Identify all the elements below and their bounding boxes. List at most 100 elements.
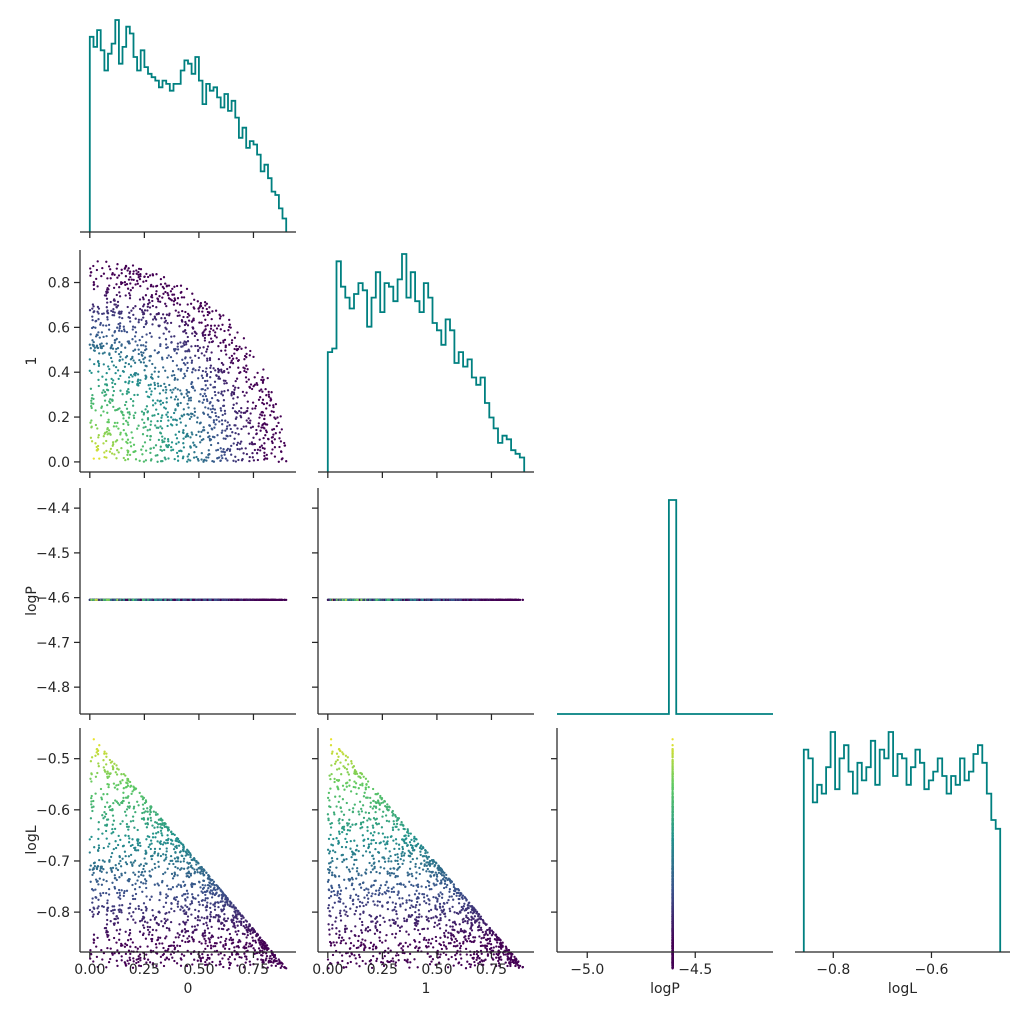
scatter-point [173, 457, 176, 461]
scatter-point [232, 459, 235, 462]
scatter-point [137, 318, 141, 321]
scatter-point [129, 358, 133, 361]
scatter-point [283, 444, 287, 447]
scatter-point [201, 376, 204, 380]
scatter-point [223, 412, 227, 415]
y-tick-label: −4.6 [36, 591, 70, 607]
scatter-point [243, 598, 246, 602]
y-axis-label: 1 [24, 357, 40, 366]
scatter-point [249, 419, 252, 422]
scatter-point [111, 441, 115, 444]
scatter-point [137, 270, 140, 274]
scatter-point [205, 302, 209, 305]
scatter-point [160, 832, 163, 835]
scatter-point [151, 362, 154, 366]
scatter-point [185, 332, 188, 335]
scatter-point [176, 398, 180, 401]
scatter-point [277, 421, 280, 425]
scatter-point [132, 307, 135, 310]
scatter-point [120, 268, 123, 271]
scatter-point [122, 422, 125, 426]
scatter-point [172, 418, 175, 421]
scatter-point [121, 358, 124, 361]
scatter-point [114, 303, 117, 306]
scatter-point [200, 352, 203, 355]
scatter-point [231, 362, 235, 365]
scatter-point [219, 459, 222, 463]
scatter-point [91, 307, 94, 310]
scatter-point [223, 453, 226, 456]
scatter-point [105, 260, 108, 263]
scatter-point [262, 598, 265, 602]
scatter-point [245, 380, 248, 383]
scatter-point [233, 352, 236, 355]
y-tick-label: −4.5 [36, 546, 70, 562]
scatter-point [115, 347, 118, 351]
scatter-point [105, 342, 108, 345]
scatter-point [263, 414, 266, 417]
scatter-point [170, 872, 174, 876]
scatter-point [175, 442, 178, 445]
scatter-point [228, 325, 231, 329]
scatter-point [139, 284, 142, 288]
scatter-point [199, 421, 202, 424]
scatter-point [92, 305, 95, 308]
scatter-point [258, 389, 261, 392]
scatter-point [157, 300, 160, 303]
scatter-point [165, 413, 168, 416]
scatter-point [131, 328, 134, 331]
scatter-point [150, 458, 153, 461]
scatter-point [246, 368, 249, 371]
scatter-point [197, 900, 200, 904]
scatter-point [163, 317, 167, 320]
scatter-point [263, 451, 266, 454]
scatter-point [209, 383, 212, 386]
scatter-point [182, 455, 185, 458]
scatter-point [170, 445, 173, 449]
scatter-point [169, 423, 173, 426]
scatter-point [274, 964, 278, 968]
scatter-point [198, 346, 202, 349]
scatter-point [365, 598, 369, 602]
scatter-point [113, 273, 116, 276]
scatter-point [176, 348, 180, 351]
scatter-point [131, 404, 135, 407]
y-tick-label: −4.4 [36, 501, 70, 517]
scatter-point [202, 314, 205, 317]
scatter-point [154, 454, 157, 457]
scatter-point [206, 431, 210, 434]
scatter-point [115, 457, 118, 460]
y-tick-label: 0.2 [48, 410, 70, 426]
scatter-point [259, 396, 262, 399]
scatter-point [200, 430, 203, 434]
scatter-point [186, 366, 189, 370]
scatter-point [196, 338, 199, 342]
scatter-point [101, 266, 104, 270]
scatter-point [96, 310, 99, 313]
scatter-point [262, 426, 265, 429]
scatter-point [435, 598, 438, 602]
scatter-point [166, 292, 169, 295]
scatter-point [168, 383, 171, 387]
scatter-point [117, 862, 121, 865]
scatter-point [120, 410, 123, 413]
scatter-point [227, 371, 230, 374]
scatter-point [97, 312, 100, 315]
scatter-point [174, 395, 178, 398]
scatter-point [157, 412, 160, 416]
scatter-point [242, 337, 246, 340]
scatter-point [139, 598, 143, 602]
scatter-point [110, 377, 113, 381]
scatter-point [149, 423, 152, 426]
scatter-point [191, 326, 195, 329]
scatter-point [142, 358, 145, 361]
scatter-point [161, 435, 164, 438]
scatter-point [251, 939, 255, 942]
scatter-point [218, 377, 222, 380]
scatter-point [521, 598, 524, 602]
scatter-point [109, 447, 113, 451]
scatter-point [205, 307, 208, 311]
scatter-point [261, 446, 264, 450]
scatter-point [262, 422, 265, 426]
scatter-point [151, 318, 155, 321]
